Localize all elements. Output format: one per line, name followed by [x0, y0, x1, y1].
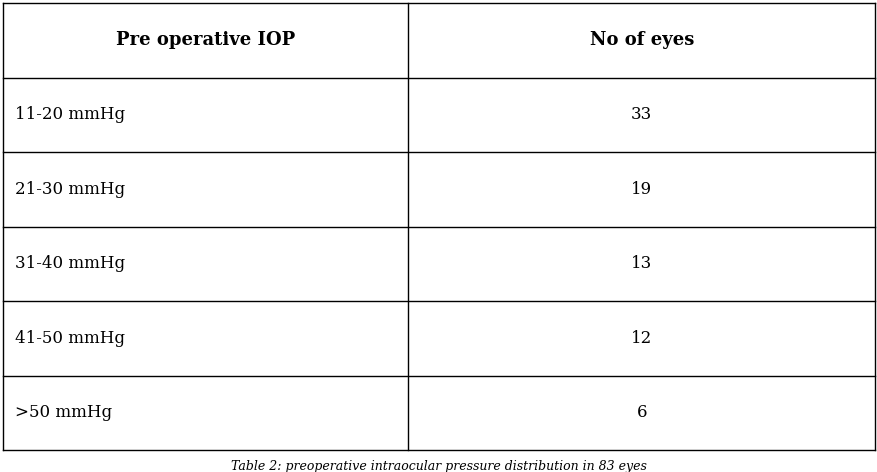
Text: Table 2: preoperative intraocular pressure distribution in 83 eyes: Table 2: preoperative intraocular pressu…: [231, 460, 646, 472]
Text: Pre operative IOP: Pre operative IOP: [116, 31, 295, 49]
Text: 21-30 mmHg: 21-30 mmHg: [15, 181, 125, 198]
Text: 6: 6: [636, 404, 646, 421]
Text: 19: 19: [631, 181, 652, 198]
Text: 13: 13: [631, 255, 652, 272]
Text: >50 mmHg: >50 mmHg: [15, 404, 112, 421]
Text: No of eyes: No of eyes: [588, 31, 693, 49]
Text: 41-50 mmHg: 41-50 mmHg: [15, 330, 125, 347]
Text: 12: 12: [631, 330, 652, 347]
Text: 33: 33: [631, 106, 652, 123]
Text: 11-20 mmHg: 11-20 mmHg: [15, 106, 125, 123]
Text: 31-40 mmHg: 31-40 mmHg: [15, 255, 125, 272]
